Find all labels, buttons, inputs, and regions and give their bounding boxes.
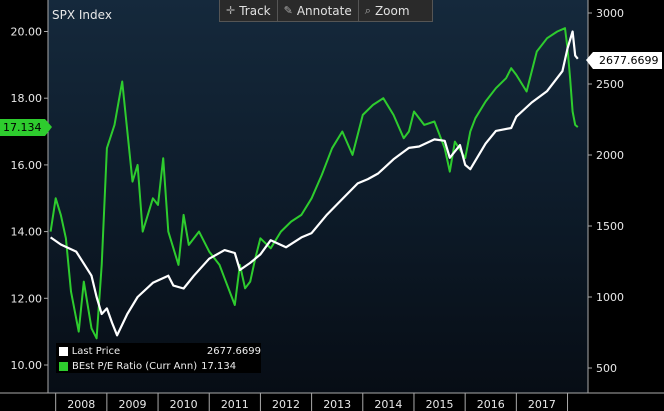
legend-value-pe: 17.134 [201,360,237,372]
left-tick-label: 14.00 [11,226,43,239]
legend-label-price: Last Price [71,345,121,357]
x-tick-label: 2011 [221,398,249,411]
right-tick-label: 1500 [596,220,624,233]
legend-swatch-price [59,346,68,356]
x-tick-label: 2014 [374,398,402,411]
x-tick-label: 2016 [477,398,505,411]
crosshair-icon: ✛ [226,4,236,17]
legend-label-pe: BEst P/E Ratio (Curr Ann) [72,360,198,372]
right-tick-label: 1000 [596,291,624,304]
right-tick-label: 3000 [596,7,624,20]
zoom-label: Zoom [374,3,410,18]
plot-area[interactable] [48,0,588,393]
legend-value-price: 2677.6699 [206,345,261,357]
chart-legend: Last Price 2677.6699 BEst P/E Ratio (Cur… [56,343,261,373]
track-label: Track [239,3,271,18]
legend-swatch-pe [59,361,68,371]
x-tick-label: 2017 [528,398,556,411]
x-tick-label: 2012 [272,398,300,411]
magnifier-icon: ⌕ [364,3,371,17]
legend-item-price: Last Price 2677.6699 [56,344,261,358]
x-tick-label: 2010 [170,398,198,411]
left-tick-label: 20.00 [11,26,43,39]
chart-title: SPX Index [52,8,112,22]
left-tick-label: 16.00 [11,159,43,172]
x-tick-label: 2008 [67,398,95,411]
x-tick-label: 2009 [118,398,146,411]
track-button[interactable]: ✛ Track [220,0,278,21]
annotate-button[interactable]: ✎ Annotate [278,0,359,21]
right-tick-label: 500 [596,362,617,375]
right-tick-label: 2500 [596,78,624,91]
price-value-badge: 2677.6699 [586,52,662,69]
left-tick-label: 18.00 [11,92,43,105]
pencil-icon: ✎ [283,4,293,17]
series-line-last-price [49,30,579,337]
x-tick-label: 2013 [323,398,351,411]
chart-toolbar: ✛ Track ✎ Annotate ⌕ Zoom [219,0,433,22]
legend-item-pe: BEst P/E Ratio (Curr Ann) 17.134 [56,359,261,373]
x-tick-label: 2015 [426,398,454,411]
zoom-button[interactable]: ⌕ Zoom [359,0,416,21]
left-tick-label: 12.00 [11,292,43,305]
series-line-pe-ratio [49,27,579,340]
right-tick-label: 2000 [596,149,624,162]
annotate-label: Annotate [296,3,352,18]
left-tick-label: 10.00 [11,359,43,372]
pe-value-badge: 17.134 [0,119,51,136]
